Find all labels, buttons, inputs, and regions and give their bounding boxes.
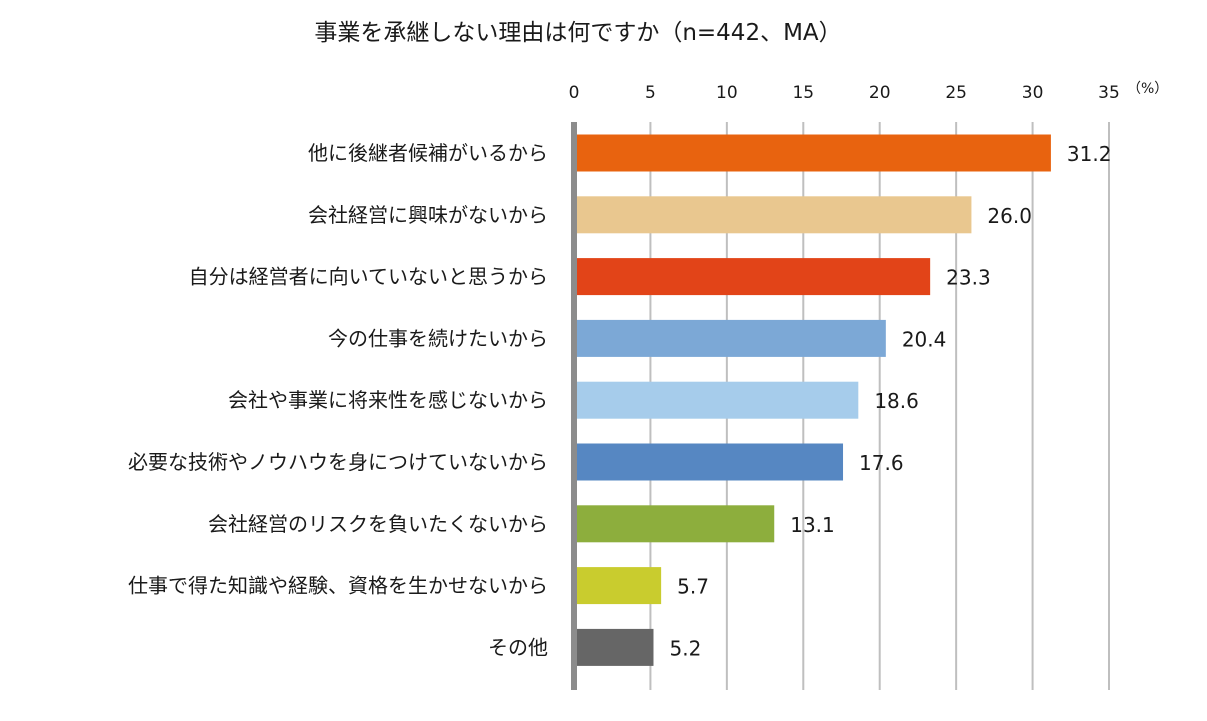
bar xyxy=(574,134,1051,172)
x-tick-label: 10 xyxy=(716,83,738,103)
axis-unit-label: （%） xyxy=(1127,81,1168,97)
x-axis-ticks: 0 5 10 15 20 25 30 35 xyxy=(569,83,1120,103)
category-label: 会社経営のリスクを負いたくないから xyxy=(208,512,548,536)
value-label: 5.7 xyxy=(677,575,709,599)
category-labels: 他に後継者候補がいるから会社経営に興味がないから自分は経営者に向いていないと思う… xyxy=(128,141,548,659)
category-label: 他に後継者候補がいるから xyxy=(308,141,548,165)
bar xyxy=(574,567,662,605)
bar xyxy=(574,196,972,234)
category-label: 自分は経営者に向いていないと思うから xyxy=(189,265,548,289)
category-label: 会社経営に興味がないから xyxy=(308,203,548,227)
category-label: 今の仕事を続けたいから xyxy=(328,326,548,350)
bar xyxy=(574,505,775,543)
value-label: 23.3 xyxy=(946,266,991,290)
category-label: 仕事で得た知識や経験、資格を生かせないから xyxy=(128,574,548,598)
bar xyxy=(574,319,886,357)
x-tick-label: 20 xyxy=(869,83,891,103)
category-label: その他 xyxy=(488,635,548,659)
value-label: 5.2 xyxy=(669,636,701,660)
chart-title: 事業を承継しない理由は何ですか（n=442、MA） xyxy=(314,20,841,46)
value-label: 20.4 xyxy=(902,327,947,351)
value-label: 17.6 xyxy=(859,451,904,475)
y-axis-line xyxy=(571,122,577,690)
bar xyxy=(574,443,844,481)
bars xyxy=(574,134,1051,666)
value-label: 31.2 xyxy=(1067,142,1112,166)
bar xyxy=(574,381,859,419)
bar xyxy=(574,258,931,296)
category-label: 必要な技術やノウハウを身につけていないから xyxy=(128,450,548,474)
value-labels: 31.2 26.0 23.3 20.4 18.6 17.6 13.1 5.7 5.2 xyxy=(669,142,1111,660)
x-tick-label: 30 xyxy=(1022,83,1044,103)
value-label: 18.6 xyxy=(874,389,919,413)
bar xyxy=(574,628,654,666)
x-tick-label: 35 xyxy=(1098,83,1120,103)
x-tick-label: 15 xyxy=(792,83,814,103)
x-tick-label: 5 xyxy=(645,83,656,103)
value-label: 26.0 xyxy=(987,204,1032,228)
value-label: 13.1 xyxy=(790,513,835,537)
category-label: 会社や事業に将来性を感じないから xyxy=(228,388,548,412)
x-tick-label: 25 xyxy=(945,83,967,103)
x-tick-label: 0 xyxy=(569,83,580,103)
